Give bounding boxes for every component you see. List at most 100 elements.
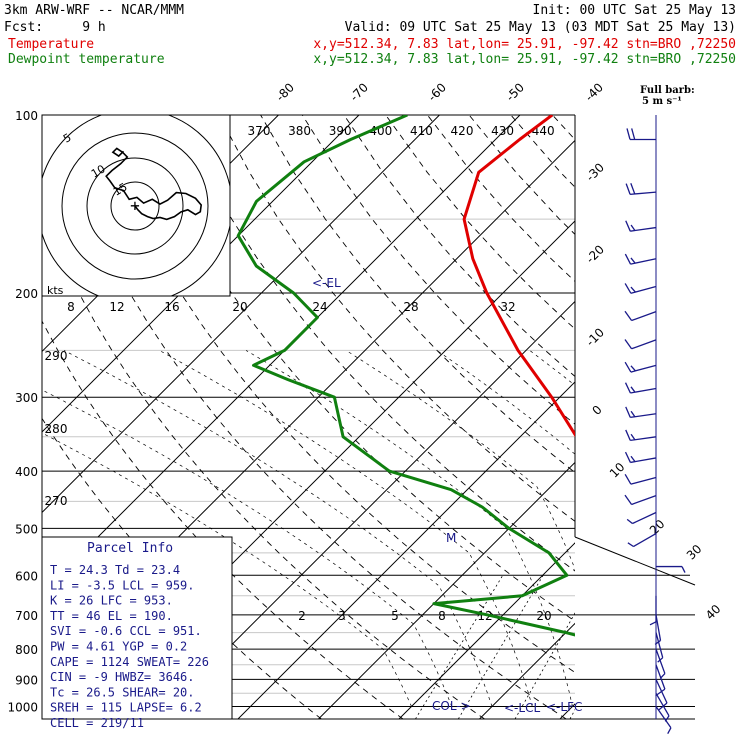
theta-left-label-280: 280 <box>45 422 68 436</box>
col-marker: COL-> <box>432 699 471 713</box>
parcel-title: Parcel Info <box>87 541 173 556</box>
pressure-label-100: 100 <box>15 109 38 123</box>
isotherm-label--40: -40 <box>582 80 606 104</box>
isotherm-label--70: -70 <box>347 80 371 104</box>
lfc-marker: <-LFC <box>546 700 582 714</box>
dry-adiabat <box>93 115 575 674</box>
pressure-label-500: 500 <box>15 522 38 536</box>
wind-scale-label-24: 24 <box>312 300 327 314</box>
wind-barb <box>624 473 657 485</box>
barb-staff <box>655 679 668 704</box>
parcel-row: LI = -3.5 LCL = 959. <box>50 578 195 592</box>
dry-adiabat <box>218 115 575 522</box>
dry-adiabat <box>42 211 485 719</box>
wind-scale-label-16: 16 <box>164 300 179 314</box>
barb-staff <box>630 364 657 373</box>
parcel-row: SVI = -0.6 CCL = 951. <box>50 624 202 638</box>
m-marker: M <box>446 531 456 545</box>
barb-flag <box>681 566 686 573</box>
annotations: <-EL M COL-> <-LCL <-LFC kts 5 10 15 <box>47 131 582 715</box>
wind-barb <box>624 283 657 294</box>
isotherm <box>157 300 575 719</box>
parcel-row: CIN = -9 HWBZ= 3646. <box>50 670 195 684</box>
parcel-row: CELL = 219/11 <box>50 716 144 730</box>
hodograph-ring-5 <box>110 181 160 231</box>
mixing-ratio-line <box>685 575 740 719</box>
dry-adiabat <box>51 115 567 719</box>
wind-barb <box>625 429 657 442</box>
parcel-row: SREH = 115 LAPSE= 6.2 <box>50 701 202 715</box>
isotherm-label--30: -30 <box>583 160 607 184</box>
mixing-ratio-label-8: 8 <box>438 609 446 623</box>
barb-flag <box>654 639 661 645</box>
barb-flag <box>625 406 631 418</box>
mixing-ratio-label-20: 20 <box>536 609 551 623</box>
isotherm-label-20: 20 <box>647 517 668 538</box>
barb-flag <box>624 382 631 394</box>
isotherm <box>42 115 521 594</box>
barb-flag <box>657 702 668 711</box>
wind-barb <box>624 382 657 394</box>
barb-flag <box>630 365 636 372</box>
wind-barb <box>655 648 666 679</box>
isotherm <box>559 703 575 719</box>
barb-staff <box>655 648 666 674</box>
init-time: Init: 00 UTC Sat 25 May 13 <box>533 3 737 18</box>
el-marker: <-EL <box>312 276 341 290</box>
wind-barb <box>655 706 672 734</box>
hodo-ring-15-label: 15 <box>111 180 130 198</box>
wind-barb <box>656 565 686 573</box>
theta-label-380: 380 <box>288 124 311 138</box>
dry-adiabat <box>42 320 404 719</box>
isotherm <box>42 115 440 514</box>
pressure-label-300: 300 <box>15 391 38 405</box>
legend-dewpoint: Dewpoint temperature <box>8 52 165 67</box>
barb-flag <box>667 727 672 734</box>
dry-adiabat <box>552 115 575 141</box>
wind-scale-label-8: 8 <box>67 300 75 314</box>
barb-staff <box>631 311 657 322</box>
isotherm <box>318 461 575 719</box>
wind-barb <box>655 679 668 711</box>
hodograph-trace <box>105 147 203 221</box>
barb-staff <box>633 532 657 548</box>
wind-barb <box>624 253 657 265</box>
dry-adiabat <box>636 115 740 719</box>
location-info-temperature: x,y=512.34, 7.83 lat,lon= 25.91, -97.42 … <box>313 37 736 52</box>
pressure-label-400: 400 <box>15 465 38 479</box>
barb-flag <box>625 183 631 195</box>
barb-flag <box>626 518 633 525</box>
mixing-ratio-line <box>620 575 695 719</box>
hodograph-ring-10 <box>86 157 184 255</box>
parcel-row: Tc = 26.5 SHEAR= 20. <box>50 685 195 699</box>
mixing-ratio-label-5: 5 <box>391 609 399 623</box>
pressure-label-700: 700 <box>15 609 38 623</box>
theta-label-390: 390 <box>329 124 352 138</box>
parcel-row: TT = 46 EL = 190. <box>50 609 173 623</box>
barb-flag <box>624 339 633 350</box>
barb-flag <box>630 224 636 231</box>
mixing-ratio-line <box>415 575 504 719</box>
barb-flag <box>624 494 633 505</box>
dry-adiabat <box>719 115 740 719</box>
isotherm <box>42 115 360 433</box>
barb-flag <box>630 286 636 293</box>
wind-barb <box>624 310 657 322</box>
isotherm-label--10: -10 <box>583 325 607 349</box>
barb-flag <box>624 451 631 463</box>
isotherm-label--60: -60 <box>425 80 449 104</box>
barb-flag <box>627 542 634 548</box>
isotherm-label--20: -20 <box>583 242 607 266</box>
moist-adiabat <box>42 432 412 707</box>
isotherm <box>640 115 740 719</box>
barb-flag <box>624 253 632 265</box>
isotherm <box>479 622 575 719</box>
barb-flag <box>630 183 636 195</box>
dry-adiabat <box>594 115 740 719</box>
dry-adiabat <box>176 115 575 572</box>
moist-adiabat <box>42 389 453 707</box>
dry-adiabat <box>343 115 575 377</box>
dry-adiabat <box>42 417 322 719</box>
barb-staff <box>632 511 657 525</box>
isotherm-label-30: 30 <box>684 542 705 563</box>
